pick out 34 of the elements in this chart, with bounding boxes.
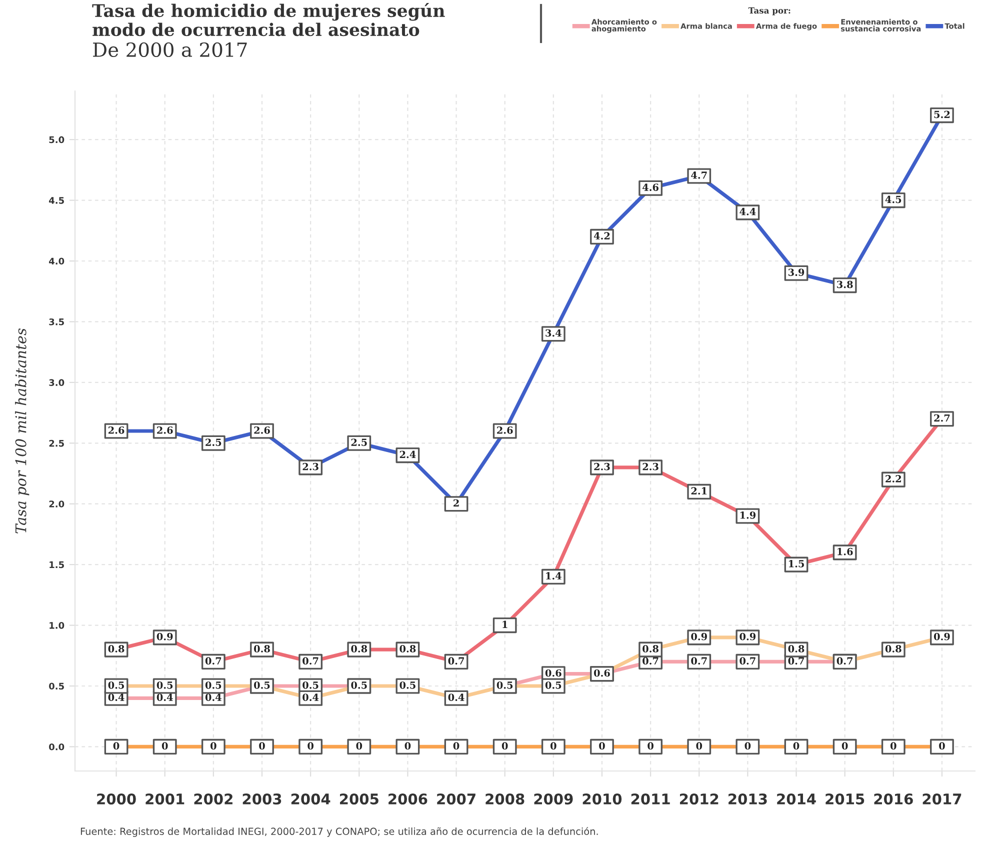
x-tick-label: 2015 — [826, 793, 864, 805]
x-tick-label: 2002 — [194, 793, 232, 805]
legend-title: Tasa por: — [748, 7, 790, 16]
x-tick-label: 2001 — [146, 793, 184, 805]
y-tick-label: 1.5 — [50, 561, 64, 568]
y-tick-label: 0.0 — [49, 743, 64, 750]
y-tick-label: 4.5 — [49, 197, 64, 204]
x-tick-label: 2016 — [874, 793, 913, 805]
y-tick-label: 1.0 — [50, 622, 64, 629]
x-tick-label: 2010 — [582, 793, 622, 805]
x-tick-label: 2017 — [922, 793, 962, 805]
x-tick-label: 2003 — [242, 793, 282, 805]
y-tick-label: 0.5 — [49, 682, 64, 690]
x-tick-label: 2005 — [340, 793, 378, 805]
chart-subtitle: De 2000 a 2017 — [93, 42, 247, 58]
x-tick-label: 2014 — [777, 793, 816, 805]
x-tick-label: 2012 — [680, 793, 718, 805]
y-axis-title: Tasa por 100 mil habitantes — [15, 328, 30, 534]
x-tick-label: 2007 — [437, 793, 476, 805]
y-tick-label: 2.0 — [49, 500, 64, 508]
y-tick-label: 2.5 — [49, 440, 64, 447]
source-note: Fuente: Registros de Mortalidad INEGI, 2000-2017 y CONAPO; se utiliza año de ocurrencia de la defunción. — [80, 827, 598, 837]
y-tick-label: 3.0 — [49, 379, 64, 386]
x-tick-label: 2009 — [534, 793, 573, 805]
x-tick-label: 2013 — [728, 793, 767, 805]
chart-title: Tasa de homicidio de mujeres según modo de ocurrencia del asesinato — [92, 3, 445, 36]
y-tick-label: 5.0 — [49, 136, 64, 144]
y-tick-label: 4.0 — [49, 258, 64, 265]
x-tick-label: 2000 — [97, 793, 136, 805]
x-tick-label: 2004 — [291, 793, 330, 805]
x-tick-label: 2006 — [388, 793, 428, 805]
x-tick-label: 2011 — [631, 793, 670, 805]
y-tick-label: 3.5 — [49, 318, 64, 326]
x-tick-label: 2008 — [486, 793, 524, 805]
